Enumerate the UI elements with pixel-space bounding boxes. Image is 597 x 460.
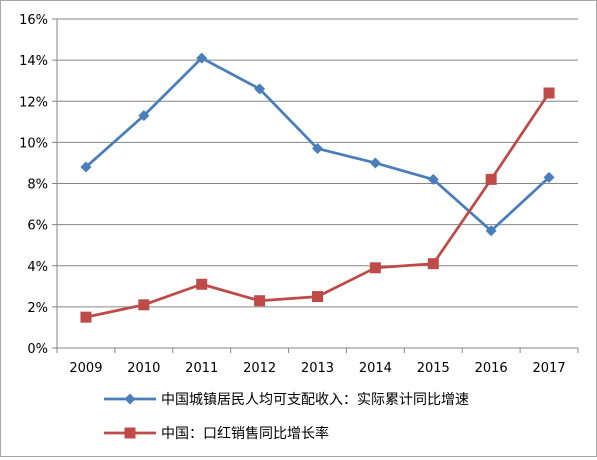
data-point-marker	[427, 173, 439, 185]
x-axis-tick-label: 2011	[185, 361, 218, 376]
x-axis-tick-labels: 2009 2010 2011 2012 2013 2014 2015 2016 2017	[69, 361, 565, 376]
series-line	[85, 92, 551, 319]
data-point-marker	[312, 291, 323, 303]
legend-marker	[124, 393, 136, 405]
data-point-marker	[485, 225, 497, 237]
gridlines	[57, 18, 578, 308]
x-axis-tick-label: 2009	[69, 361, 102, 376]
data-point-marker	[138, 299, 150, 311]
axes	[52, 18, 579, 353]
data-point-marker	[312, 143, 323, 155]
y-axis-tick-label: 0%	[27, 342, 48, 357]
y-axis-tick-label: 14%	[19, 54, 48, 69]
legend-label: 中国城镇居民人均可支配收入：实际累计同比增速	[161, 392, 469, 408]
y-axis-tick-label: 16%	[19, 13, 48, 28]
data-point-marker	[543, 87, 555, 99]
x-axis-tick-label: 2013	[301, 361, 334, 376]
data-point-marker	[485, 173, 497, 185]
data-point-marker	[427, 258, 439, 270]
series-1	[80, 52, 555, 237]
y-axis-tick-label: 6%	[27, 219, 48, 234]
data-point-marker	[543, 171, 555, 183]
y-axis-tick-label: 10%	[19, 136, 48, 151]
x-axis-tick-label: 2016	[475, 361, 508, 376]
y-axis-tick-labels: 0% 2% 4% 6% 8% 10% 12% 14% 16%	[19, 13, 48, 357]
series-2	[80, 87, 555, 323]
data-point-marker	[254, 83, 266, 95]
y-axis-tick-label: 8%	[27, 178, 48, 193]
y-axis-tick-label: 12%	[19, 95, 48, 110]
data-point-marker	[80, 161, 92, 173]
legend-marker	[124, 427, 136, 439]
data-point-marker	[196, 52, 208, 64]
data-series	[80, 52, 555, 323]
data-point-marker	[254, 295, 266, 307]
x-axis-tick-label: 2010	[127, 361, 160, 376]
x-axis-tick-label: 2015	[417, 361, 450, 376]
legend-item-1: 中国城镇居民人均可支配收入：实际累计同比增速	[104, 392, 469, 408]
x-axis-tick-label: 2014	[359, 361, 392, 376]
x-axis-tick-label: 2012	[243, 361, 276, 376]
y-axis-tick-label: 2%	[27, 301, 48, 316]
data-point-marker	[369, 262, 381, 274]
data-point-marker	[80, 311, 92, 323]
data-point-marker	[196, 278, 208, 290]
legend-label: 中国：口红销售同比增长率	[161, 425, 329, 442]
y-axis-tick-label: 4%	[27, 260, 48, 275]
data-point-marker	[369, 157, 381, 169]
x-axis-tick-label: 2017	[533, 361, 566, 376]
legend-item-2: 中国：口红销售同比增长率	[104, 425, 329, 442]
data-point-marker	[138, 110, 150, 122]
